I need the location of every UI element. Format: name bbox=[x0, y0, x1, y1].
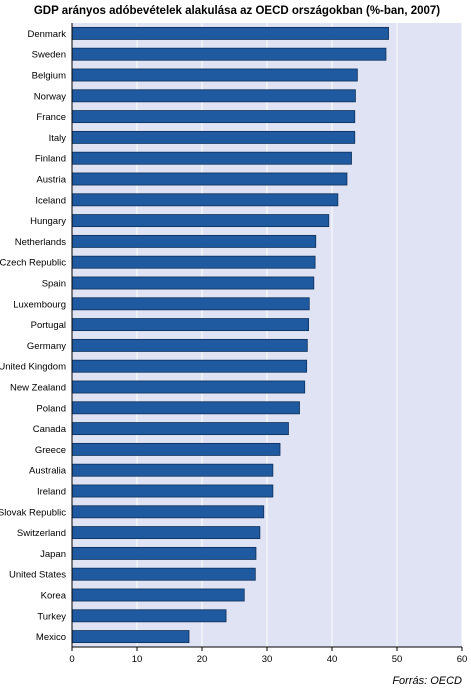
category-label: Denmark bbox=[27, 29, 66, 40]
bar-ireland bbox=[71, 484, 274, 498]
category-label: Switzerland bbox=[17, 528, 66, 539]
category-label: Austria bbox=[36, 175, 66, 186]
bar-belgium bbox=[71, 68, 358, 82]
bar-netherlands bbox=[71, 234, 317, 248]
category-label: United Kingdom bbox=[0, 362, 66, 373]
bar-switzerland bbox=[71, 526, 261, 540]
bar-mexico bbox=[71, 630, 190, 644]
category-label: Netherlands bbox=[15, 237, 66, 248]
category-label: Turkey bbox=[37, 611, 66, 622]
category-label: Japan bbox=[40, 549, 66, 560]
grid-lines bbox=[136, 23, 463, 647]
bar-italy bbox=[71, 130, 356, 144]
category-label: Iceland bbox=[35, 195, 66, 206]
bar-sweden bbox=[71, 47, 387, 61]
category-label: Norway bbox=[34, 91, 66, 102]
bar-united-kingdom bbox=[71, 359, 308, 373]
category-label: Greece bbox=[35, 445, 66, 456]
category-label: France bbox=[36, 112, 66, 123]
category-label: Luxembourg bbox=[13, 299, 66, 310]
bar-luxembourg bbox=[71, 297, 310, 311]
source-note: Forrás: OECD bbox=[392, 675, 462, 687]
category-label: Hungary bbox=[30, 216, 66, 227]
bar-norway bbox=[71, 89, 356, 103]
category-label: Korea bbox=[41, 591, 67, 602]
category-label: Portugal bbox=[31, 320, 66, 331]
bar-france bbox=[71, 110, 356, 124]
bar-hungary bbox=[71, 214, 330, 228]
bar-czech-republic bbox=[71, 255, 316, 269]
bar-germany bbox=[71, 338, 308, 352]
category-label: Poland bbox=[36, 403, 66, 414]
category-label: Mexico bbox=[36, 632, 66, 643]
category-label: United States bbox=[9, 570, 66, 581]
bar-poland bbox=[71, 401, 300, 415]
category-label: Canada bbox=[33, 424, 67, 435]
category-label: Slovak Republic bbox=[0, 507, 66, 518]
x-tick-label: 60 bbox=[457, 654, 468, 665]
bar-korea bbox=[71, 588, 245, 602]
category-label: Sweden bbox=[32, 50, 66, 61]
chart-title: GDP arányos adóbevételek alakulása az OE… bbox=[34, 5, 440, 17]
category-label: Italy bbox=[49, 133, 67, 144]
x-tick-label: 50 bbox=[392, 654, 403, 665]
bar-spain bbox=[71, 276, 315, 290]
bar-japan bbox=[71, 546, 257, 560]
category-label: Australia bbox=[29, 466, 67, 477]
bar-greece bbox=[71, 442, 281, 456]
x-tick-label: 40 bbox=[327, 654, 338, 665]
bar-australia bbox=[71, 463, 274, 477]
x-tick-label: 0 bbox=[69, 654, 74, 665]
bar-canada bbox=[71, 422, 289, 436]
bar-united-states bbox=[71, 567, 256, 581]
category-label: Czech Republic bbox=[0, 258, 66, 269]
bar-iceland bbox=[71, 193, 339, 207]
category-label: Finland bbox=[35, 154, 66, 165]
bar-denmark bbox=[71, 26, 389, 40]
bar-finland bbox=[71, 151, 352, 165]
bar-portugal bbox=[71, 318, 310, 332]
category-label: Ireland bbox=[37, 487, 66, 498]
bar-slovak-republic bbox=[71, 505, 265, 519]
category-label: Spain bbox=[42, 279, 66, 290]
x-axis-ticks: 0 10 20 30 40 50 60 bbox=[69, 647, 467, 665]
x-tick-label: 10 bbox=[132, 654, 143, 665]
x-tick-label: 20 bbox=[197, 654, 208, 665]
bar-turkey bbox=[71, 609, 227, 623]
category-label: Germany bbox=[27, 341, 66, 352]
bar-austria bbox=[71, 172, 348, 186]
category-label: Belgium bbox=[32, 71, 66, 82]
bar-new-zealand bbox=[71, 380, 306, 394]
category-labels: Denmark Sweden Belgium Norway France Italy Fin… bbox=[0, 29, 67, 643]
x-tick-label: 30 bbox=[262, 654, 273, 665]
category-label: New Zealand bbox=[10, 383, 66, 394]
